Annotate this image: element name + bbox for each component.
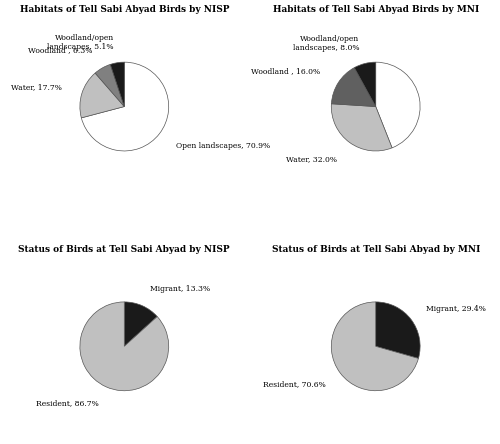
Wedge shape xyxy=(95,64,124,107)
Text: Water, 32.0%: Water, 32.0% xyxy=(286,155,338,163)
Text: Resident, 70.6%: Resident, 70.6% xyxy=(263,380,326,388)
Title: Status of Birds at Tell Sabi Abyad by NISP: Status of Birds at Tell Sabi Abyad by NI… xyxy=(18,245,230,254)
Wedge shape xyxy=(332,104,392,151)
Wedge shape xyxy=(376,62,420,148)
Title: Habitats of Tell Sabi Abyad Birds by NISP: Habitats of Tell Sabi Abyad Birds by NIS… xyxy=(20,5,229,14)
Wedge shape xyxy=(124,302,157,346)
Text: Water, 17.7%: Water, 17.7% xyxy=(11,83,62,91)
Wedge shape xyxy=(332,302,418,391)
Title: Status of Birds at Tell Sabi Abyad by MNI: Status of Birds at Tell Sabi Abyad by MN… xyxy=(272,245,480,254)
Text: Woodland/open
landscapes, 8.0%: Woodland/open landscapes, 8.0% xyxy=(293,35,360,52)
Text: Woodland , 6.3%: Woodland , 6.3% xyxy=(28,46,92,54)
Text: Migrant, 29.4%: Migrant, 29.4% xyxy=(426,305,486,313)
Wedge shape xyxy=(80,73,124,118)
Text: Woodland , 16.0%: Woodland , 16.0% xyxy=(252,67,320,75)
Text: Migrant, 13.3%: Migrant, 13.3% xyxy=(150,285,210,293)
Wedge shape xyxy=(376,302,420,358)
Wedge shape xyxy=(332,67,376,107)
Text: Woodland/open
landscapes, 5.1%: Woodland/open landscapes, 5.1% xyxy=(48,33,114,51)
Wedge shape xyxy=(80,302,168,391)
Text: Resident, 86.7%: Resident, 86.7% xyxy=(36,400,99,408)
Wedge shape xyxy=(82,62,168,151)
Title: Habitats of Tell Sabi Abyad Birds by MNI: Habitats of Tell Sabi Abyad Birds by MNI xyxy=(272,5,479,14)
Wedge shape xyxy=(110,62,124,107)
Wedge shape xyxy=(354,62,376,107)
Text: Open landscapes, 70.9%: Open landscapes, 70.9% xyxy=(176,143,270,151)
